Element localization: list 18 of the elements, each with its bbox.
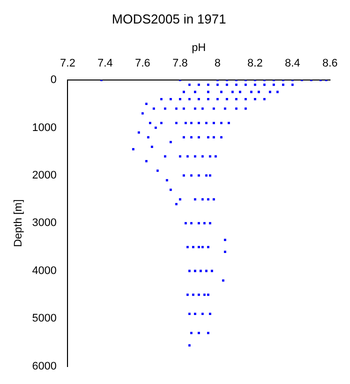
- x-tick-label: 8.2: [247, 57, 263, 70]
- x-axis-title: pH: [192, 42, 206, 54]
- y-tick-label: 4000: [32, 264, 57, 277]
- x-tick-label: 7.6: [134, 57, 150, 70]
- x-tick-label: 7.8: [172, 57, 188, 70]
- y-tick-label: 2000: [32, 170, 57, 182]
- x-tick-label: 7.2: [60, 57, 76, 70]
- y-axis-title: Depth [m]: [12, 199, 25, 248]
- y-tick-label: 5000: [32, 312, 57, 325]
- y-tick-label: 3000: [32, 217, 57, 230]
- y-tick-label: 6000: [32, 360, 57, 372]
- y-tick-label: 1000: [32, 122, 57, 134]
- x-tick-label: 8.6: [322, 57, 338, 70]
- x-tick-label: 8: [214, 57, 221, 70]
- x-tick-label: 7.4: [98, 57, 113, 70]
- chart-title: MODS2005 in 1971: [112, 11, 226, 26]
- x-tick-label: 8.4: [284, 57, 300, 70]
- y-tick-label: 0: [50, 74, 57, 86]
